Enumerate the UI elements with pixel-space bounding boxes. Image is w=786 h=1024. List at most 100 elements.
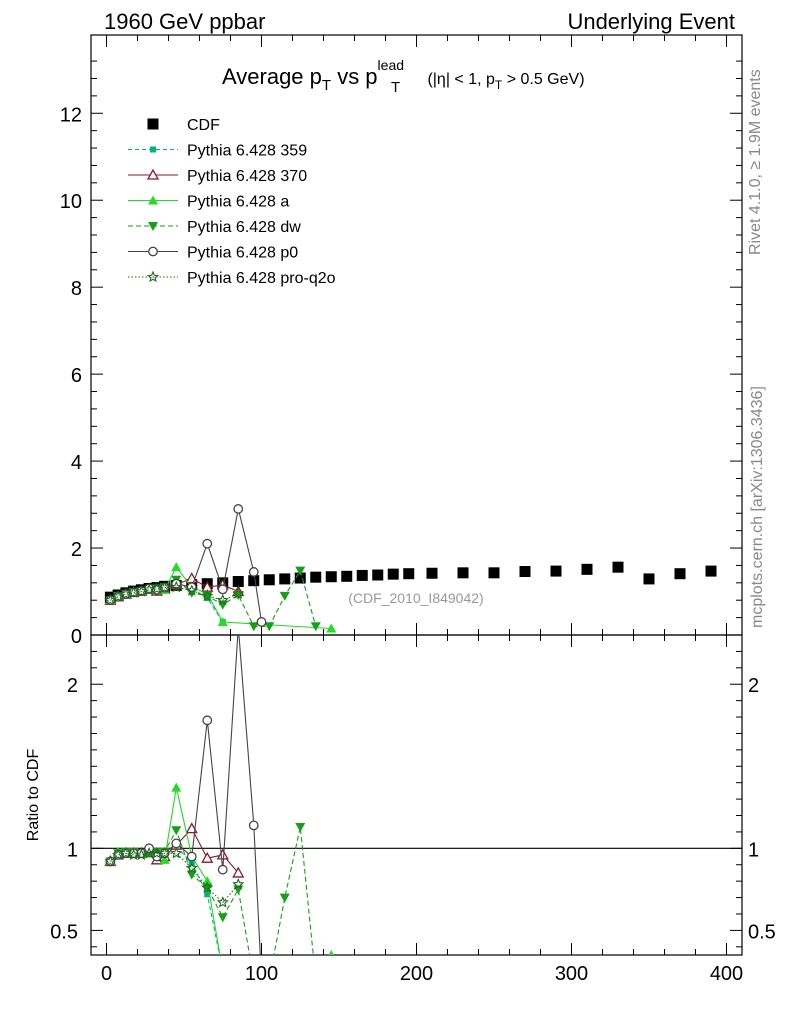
legend-label: Pythia 6.428 pro-q2o [187, 270, 336, 287]
cdf-data-point [488, 567, 500, 579]
series-4-main-line [110, 508, 263, 623]
series-2-main-point [326, 623, 337, 633]
series-5-ratio-point [112, 848, 125, 861]
cdf-data-point [387, 568, 399, 580]
cdf-data-point [263, 574, 275, 586]
series-3-ratio-point [186, 870, 197, 880]
series-2-ratio-point [171, 782, 182, 792]
series-2-ratio-point [218, 966, 228, 975]
series-4-main-point [233, 504, 244, 514]
main-marks [104, 504, 717, 633]
mcplots-label: mcplots.cern.ch [arXiv:1306.3436] [749, 386, 766, 628]
series-4-ratio-point [217, 864, 228, 875]
ratio-y-tick-labels: 0.5 0.5 1 1 2 2 [50, 675, 776, 943]
series-5-ratio-point [170, 846, 183, 859]
series-3-ratio-point [311, 976, 321, 985]
series-3-ratio-point [217, 913, 228, 923]
main-y-tick-label: 8 [71, 278, 82, 300]
ratio-marks [91, 635, 742, 985]
legend-marker [150, 146, 156, 153]
series-1-ratio-point [216, 848, 229, 860]
series-0-ratio-line [110, 845, 221, 955]
series-5-ratio-point [216, 896, 229, 908]
x-tick-label: 200 [400, 963, 433, 985]
series-5-main-point [104, 593, 117, 606]
series-2-main-point [217, 616, 228, 626]
cdf-data-point [294, 572, 306, 584]
x-tick-label: 0 [101, 963, 112, 985]
legend-label: Pythia 6.428 370 [187, 168, 307, 185]
cdf-data-point [356, 569, 368, 581]
ratio-axis-ticks [91, 635, 742, 955]
main-y-tick-label: 12 [60, 104, 82, 126]
series-2-ratio-line [109, 787, 332, 955]
series-5-main-point [185, 584, 198, 596]
cdf-data-point [279, 573, 291, 585]
series-5-main-point [135, 585, 148, 597]
series-4-ratio-point [186, 851, 197, 862]
series-1-ratio-point [232, 866, 245, 878]
legend-marker-cdf [147, 118, 159, 130]
legend-marker [146, 168, 160, 180]
ratio-y-axis-label: Ratio to CDF [25, 749, 42, 842]
series-5-ratio-point [119, 846, 132, 859]
series-2-main-point [171, 562, 182, 572]
series-4-ratio-point [248, 820, 259, 831]
legend-marker [146, 270, 160, 283]
series-5-main-point [170, 580, 183, 593]
cdf-data-point [612, 561, 624, 573]
series-3-main-point [279, 591, 290, 601]
rivet-label: Rivet 4.1.0, ≥ 1.9M events [747, 69, 764, 255]
header-right: Underlying Event [567, 9, 735, 34]
cdf-data-point [519, 566, 531, 578]
main-y-tick-label: 6 [71, 365, 82, 387]
cdf-data-point [248, 575, 260, 587]
x-tick-labels: 0 100 200 300 400 [101, 963, 743, 985]
series-3-main-point [310, 622, 321, 632]
series-1-ratio-point [201, 851, 214, 863]
series-3-ratio-point [171, 826, 182, 836]
series-3-main-point [248, 622, 259, 632]
main-y-tick-label: 0 [71, 626, 82, 648]
cdf-data-point [372, 569, 384, 581]
main-y-tick-label: 2 [71, 539, 82, 561]
main-y-tick-label: 4 [71, 452, 82, 474]
legend-label: Pythia 6.428 p0 [187, 245, 298, 262]
cdf-data-point [310, 571, 322, 583]
ratio-y-tick-label-right: 0.5 [748, 921, 776, 943]
ratio-y-tick-label-right: 2 [748, 675, 759, 697]
series-5-ratio-point [232, 877, 245, 890]
ratio-frame [90, 634, 743, 956]
legend-label: Pythia 6.428 359 [187, 143, 307, 160]
series-4-ratio-line [110, 635, 261, 955]
series-5-main-point [216, 593, 229, 606]
main-axis-ticks [91, 35, 742, 636]
series-4-main-point [217, 584, 228, 595]
series-5-main-point [112, 590, 125, 602]
series-2-ratio-point [159, 854, 170, 864]
series-5-main-point [150, 582, 163, 595]
series-3-ratio-point [295, 823, 306, 832]
series-5-ratio-point [135, 848, 148, 861]
series-3-ratio-point [279, 893, 290, 903]
cdf-data-point [426, 567, 438, 579]
series-5-main-point [232, 587, 245, 599]
series-5-ratio-point [201, 881, 214, 893]
x-tick-label: 300 [555, 963, 588, 985]
header-left: 1960 GeV ppbar [104, 9, 265, 34]
series-4-ratio-point [171, 838, 182, 849]
legend-label: CDF [187, 117, 220, 134]
series-2-ratio-point [328, 950, 335, 955]
analysis-label: (CDF_2010_I849042) [348, 590, 483, 606]
main-panel: 0 2 4 6 8 10 12 Average pT vs plead T (|η| < 1,… [60, 34, 743, 648]
chart-title: Average pT vs plead T (|η| < 1, pT > 0.5 … [222, 57, 585, 96]
legend-marker [148, 195, 158, 205]
x-tick-label: 100 [245, 963, 278, 985]
legend-marker [148, 222, 158, 231]
series-5-ratio-line [110, 852, 239, 904]
series-3-main-point [264, 622, 275, 632]
series-5-main-point [201, 589, 214, 602]
series-3-main-line [110, 569, 317, 627]
series-5-main-point [119, 587, 132, 600]
